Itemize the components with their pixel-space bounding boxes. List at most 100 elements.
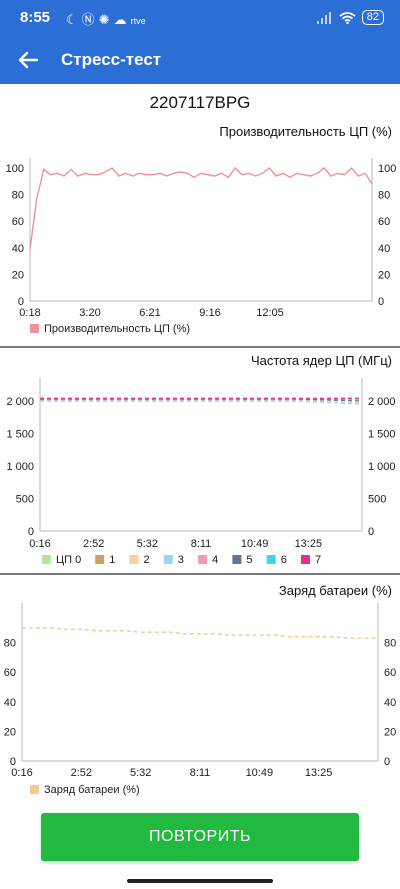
x-tick-label: 0:16 [11,767,32,779]
y-tick-label-left: 40 [4,697,16,709]
device-name: 2207117BPG [149,93,251,112]
y-tick-label-right: 80 [384,638,396,650]
y-tick-label-right: 60 [378,216,390,228]
series-line-5 [40,398,363,402]
y-tick-label-left: 80 [12,190,24,202]
battery-charge-chart: Заряд батареи (%) 0 0 20 20 40 40 60 60 80 80 0:16 2… [4,583,397,796]
x-tick-label: 6:21 [139,307,160,319]
legend-label-5: 5 [246,554,252,566]
legend-swatch-0 [30,324,39,333]
page-title: Стресс-тест [61,50,162,69]
divider [0,573,400,575]
legend-swatch-0 [42,555,51,564]
status-bar: 8:55 ☾Ⓝ✺☁rtve 82 [0,0,400,36]
y-tick-label-left: 1 500 [6,429,34,441]
x-tick-label: 13:25 [295,538,323,550]
y-tick-label-right: 20 [384,726,396,738]
y-tick-label-right: 0 [384,756,390,768]
legend-label-3: 3 [178,554,184,566]
y-tick-label-left: 20 [12,269,24,281]
legend-swatch-7 [301,555,310,564]
legend-swatch-1 [95,555,105,564]
y-tick-label-right: 500 [368,494,386,506]
legend-label-7: 7 [315,554,321,566]
x-tick-label: 12:05 [256,307,284,319]
wifi-icon [339,11,356,24]
y-tick-label-left: 80 [4,638,16,650]
legend-swatch-2 [129,555,139,564]
x-tick-label: 5:32 [137,538,158,550]
legend-swatch-5 [232,555,242,564]
series-line-0 [29,166,373,250]
cloud-icon: ☁ [113,12,131,27]
x-tick-label: 3:20 [79,307,100,319]
moon-icon: ☾ [66,12,82,27]
y-tick-label-left: 60 [12,216,24,228]
y-tick-label-left: 60 [4,667,16,679]
arrow-left-icon [18,51,39,69]
chart-title: Частота ядер ЦП (МГц) [251,353,392,368]
y-tick-label-left: 1 000 [6,461,34,473]
x-tick-label: 2:52 [71,767,92,779]
series-line-0 [22,627,378,639]
repeat-button[interactable]: ПОВТОРИТЬ [41,813,359,861]
cpu-performance-chart: Производительность ЦП (%) 0 0 20 20 40 40 60 60 8… [6,124,397,335]
legend-label-0: Производительность ЦП (%) [44,323,190,335]
divider [0,346,400,348]
y-tick-label-left: 0 [10,756,16,768]
nfc-icon: Ⓝ [81,12,99,27]
legend-swatch-4 [198,555,208,564]
notification-icons: ☾Ⓝ✺☁rtve [66,9,146,28]
y-tick-label-right: 1 000 [368,461,396,473]
y-tick-label-right: 80 [378,190,390,202]
series-line-3 [40,399,363,405]
x-tick-label: 0:16 [29,538,50,550]
y-tick-label-left: 20 [4,726,16,738]
status-time: 8:55 [20,9,51,26]
y-tick-label-left: 2 000 [6,396,34,408]
legend-label-1: 1 [109,554,115,566]
x-tick-label: 10:49 [246,767,274,779]
legend-swatch-0 [30,785,39,794]
y-tick-label-right: 0 [378,296,384,308]
signal-icon [316,11,331,24]
app-icon: ✺ [98,12,114,27]
y-tick-label-left: 0 [18,296,24,308]
x-tick-label: 0:18 [19,307,40,319]
y-tick-label-right: 60 [384,667,396,679]
chart-title: Заряд батареи (%) [279,583,392,598]
x-tick-label: 8:11 [190,767,211,779]
y-tick-label-right: 2 000 [368,396,396,408]
x-tick-label: 2:52 [83,538,104,550]
x-tick-label: 13:25 [305,767,333,779]
legend-label-4: 4 [212,554,218,566]
y-tick-label-right: 20 [378,269,390,281]
y-tick-label-left: 40 [12,243,24,255]
legend-label-0: ЦП 0 [56,554,81,566]
rtve-icon: rtve [130,16,146,26]
y-tick-label-right: 0 [368,526,374,538]
y-tick-label-left: 500 [16,494,34,506]
back-button[interactable] [12,44,44,76]
chart-title: Производительность ЦП (%) [219,124,392,139]
legend-swatch-3 [163,555,173,564]
legend-label-2: 2 [144,554,150,566]
y-tick-label-right: 1 500 [368,429,396,441]
app-bar: Стресс-тест [0,36,400,84]
x-tick-label: 10:49 [241,538,269,550]
y-tick-label-right: 40 [378,243,390,255]
x-tick-label: 9:16 [199,307,220,319]
legend-swatch-6 [266,555,276,564]
y-tick-label-right: 40 [384,697,396,709]
legend-label-0: Заряд батареи (%) [44,784,140,796]
x-tick-label: 5:32 [130,767,151,779]
y-tick-label-left: 100 [6,163,24,175]
battery-indicator: 82 [361,10,384,25]
cpu-frequency-chart: Частота ядер ЦП (МГц) 0 0 500 500 1 000 1 000 1… [6,353,396,566]
legend-label-6: 6 [281,554,287,566]
y-tick-label-left: 0 [28,526,34,538]
navigation-handle[interactable] [127,879,273,883]
y-tick-label-right: 100 [378,163,396,175]
status-right: 82 [316,10,384,25]
x-tick-label: 8:11 [191,538,212,550]
